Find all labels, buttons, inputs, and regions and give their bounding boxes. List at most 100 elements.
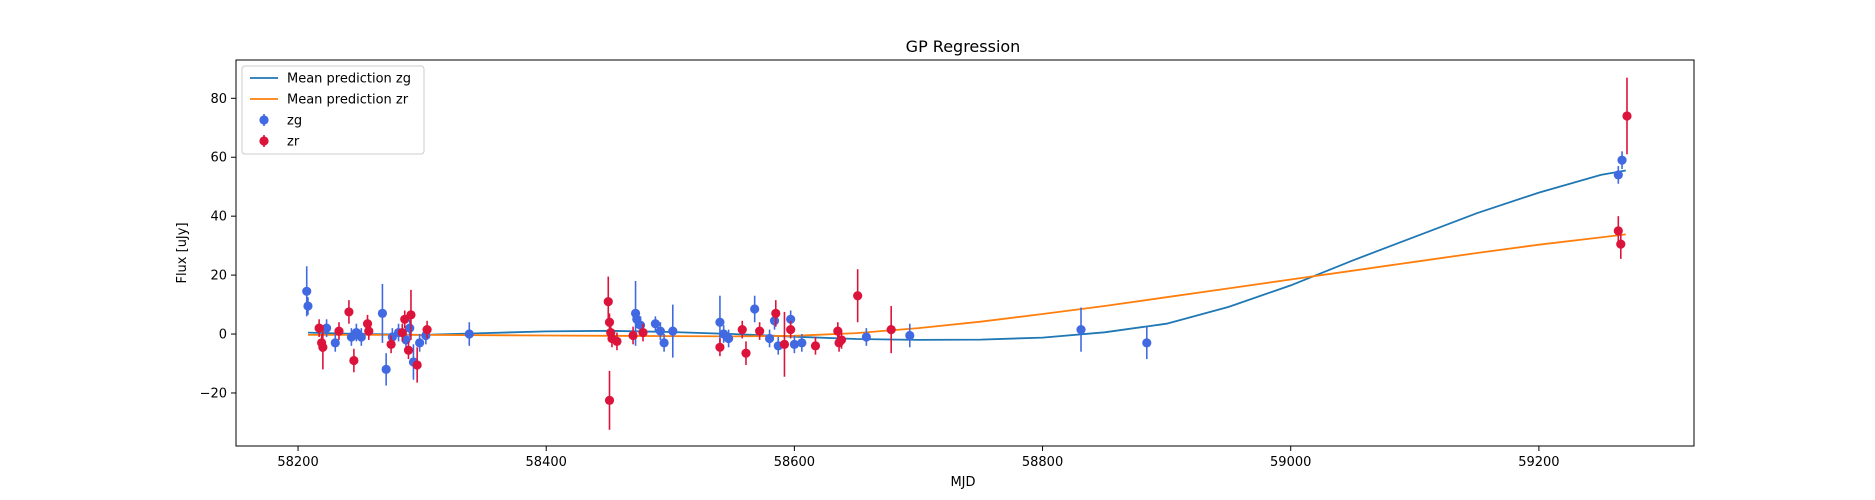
zr-marker	[422, 325, 432, 335]
mean-prediction-zg-line	[307, 169, 1626, 341]
zr-point	[364, 322, 374, 340]
zr-marker	[628, 330, 638, 341]
zg-point	[764, 329, 775, 348]
zg-point	[1617, 151, 1627, 170]
zg-marker	[786, 314, 796, 324]
zg-point	[668, 304, 678, 358]
x-tick-label: 58600	[774, 455, 815, 470]
legend: Mean prediction zg Mean prediction zr zg zr	[241, 65, 425, 155]
mean-prediction-zr-line	[308, 233, 1626, 338]
zg-marker	[650, 319, 661, 329]
zg-marker	[769, 316, 780, 326]
x-axis: 58200 58400 58600 58800 59000 59200	[277, 446, 1560, 470]
zg-point	[321, 319, 332, 337]
zr-marker	[771, 308, 781, 319]
zg-marker	[659, 338, 669, 348]
zg-point	[861, 328, 871, 346]
zg-marker	[905, 330, 915, 341]
zr-point	[755, 322, 765, 340]
zg-marker	[750, 304, 760, 314]
zr-marker	[604, 317, 615, 327]
x-tick-label: 59000	[1270, 455, 1311, 470]
zr-point	[318, 325, 328, 370]
y-tick-label: 60	[210, 151, 227, 166]
zg-marker	[1142, 338, 1152, 348]
zr-point	[836, 331, 847, 349]
zg-point	[330, 334, 340, 352]
zr-marker	[741, 348, 751, 358]
zr-point	[715, 338, 725, 357]
y-tick-label: 20	[210, 269, 227, 284]
zr-marker	[886, 325, 896, 335]
x-tick-label: 58800	[1022, 455, 1063, 470]
zr-point	[1622, 77, 1632, 155]
zg-marker	[1617, 155, 1627, 165]
zr-marker	[603, 297, 613, 307]
x-tick-label: 58200	[277, 455, 318, 470]
y-tick-label: −20	[200, 386, 227, 401]
zg-marker	[861, 332, 871, 342]
zr-marker	[364, 326, 374, 336]
y-axis: −20 0 20 40 60 80	[200, 92, 236, 401]
zr-marker	[349, 355, 359, 366]
zg-marker	[715, 317, 725, 327]
zr-point	[771, 300, 781, 327]
zg-point	[797, 334, 807, 352]
data-points	[302, 77, 1632, 430]
zr-point	[737, 320, 747, 339]
zr-marker	[412, 360, 422, 370]
zg-point	[789, 335, 799, 354]
zr-marker	[638, 327, 648, 338]
y-axis-label: Flux [uJy]	[175, 222, 190, 283]
zr-marker	[604, 395, 615, 405]
zg-marker	[405, 323, 415, 333]
zr-point	[386, 335, 396, 354]
zg-point	[1142, 326, 1152, 360]
plot-area	[236, 60, 1694, 446]
zg-marker	[1076, 325, 1086, 335]
zg-marker	[377, 308, 388, 319]
zg-point	[659, 334, 669, 352]
zr-marker	[715, 342, 725, 352]
zr-marker	[612, 336, 622, 346]
plot-background	[236, 60, 1694, 446]
zg-point	[303, 297, 313, 315]
zr-point	[314, 319, 324, 337]
zg-marker	[789, 339, 799, 349]
zg-point	[1613, 166, 1623, 184]
zr-marker	[1622, 111, 1632, 121]
zg-marker	[1613, 170, 1623, 180]
zr-marker	[334, 326, 344, 336]
zg-marker	[302, 286, 312, 296]
zg-marker	[655, 326, 665, 336]
zr-point	[833, 322, 843, 340]
zr-marker	[737, 325, 747, 335]
zg-point	[750, 295, 760, 323]
zg-point	[377, 283, 388, 343]
zr-marker	[810, 341, 821, 351]
zr-point	[612, 332, 622, 351]
zr-point	[810, 336, 821, 355]
x-tick-label: 59200	[1518, 455, 1559, 470]
zr-marker	[386, 339, 396, 349]
zr-marker	[836, 335, 847, 345]
zg-marker	[668, 326, 678, 336]
zr-point	[1616, 229, 1626, 259]
zr-marker	[755, 326, 765, 336]
zg-point	[356, 328, 366, 346]
zr-point	[344, 300, 354, 324]
zr-marker	[403, 345, 414, 355]
zr-marker	[362, 319, 373, 329]
x-axis-label: MJD	[950, 475, 975, 490]
zg-point	[655, 322, 665, 340]
zg-point	[415, 334, 425, 352]
zg-marker	[724, 333, 734, 344]
zr-point	[628, 326, 638, 345]
zr-marker	[397, 327, 407, 338]
zr-point	[853, 269, 863, 323]
zr-point	[741, 341, 751, 365]
y-tick-label: 80	[210, 92, 227, 107]
zr-marker	[1616, 239, 1626, 249]
zr-marker	[786, 325, 796, 335]
